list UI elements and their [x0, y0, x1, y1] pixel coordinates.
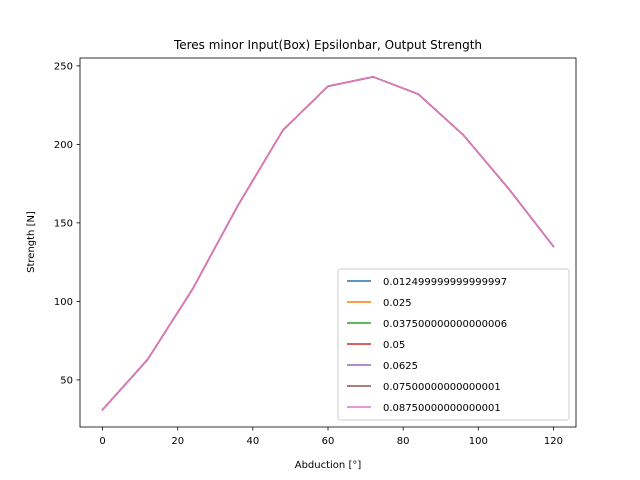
series-line-7 [101, 76, 555, 411]
x-tick-label: 100 [469, 436, 488, 447]
x-tick-label: 120 [544, 436, 563, 447]
y-tick-label: 100 [54, 297, 73, 308]
y-axis: 50 100 150 200 250 [54, 61, 80, 386]
legend-label: 0.0625 [383, 361, 418, 372]
x-tick-label: 60 [322, 436, 335, 447]
x-axis: 0 20 40 60 80 100 120 [99, 427, 563, 447]
legend-label: 0.05 [383, 340, 405, 351]
x-axis-label: Abduction [°] [295, 460, 362, 471]
chart-title: Teres minor Input(Box) Epsilonbar, Outpu… [173, 38, 482, 52]
y-tick-label: 150 [54, 218, 73, 229]
y-tick-label: 250 [54, 61, 73, 72]
legend-label: 0.025 [383, 298, 412, 309]
legend-label: 0.012499999999999997 [383, 277, 507, 288]
legend-label: 0.037500000000000006 [383, 319, 507, 330]
x-tick-label: 40 [246, 436, 259, 447]
legend-label: 0.07500000000000001 [383, 382, 501, 393]
legend-box [337, 268, 570, 421]
legend-label: 0.08750000000000001 [383, 403, 501, 414]
y-axis-label: Strength [N] [26, 211, 37, 273]
x-tick-label: 0 [99, 436, 105, 447]
series-layer [101, 76, 555, 411]
x-tick-label: 20 [171, 436, 184, 447]
y-tick-label: 50 [60, 375, 73, 386]
x-tick-label: 80 [397, 436, 410, 447]
y-tick-label: 200 [54, 140, 73, 151]
legend: 0.012499999999999997 0.025 0.0375000000000… [337, 268, 570, 421]
